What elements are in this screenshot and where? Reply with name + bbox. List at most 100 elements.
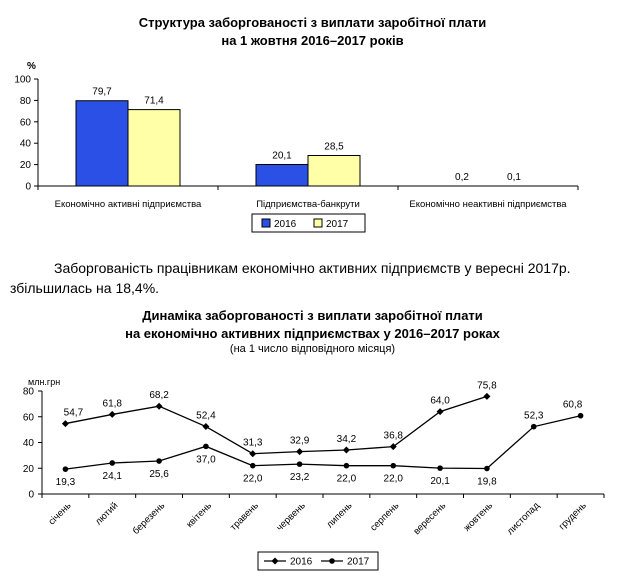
line-category-label: вересень (411, 500, 448, 537)
bar-data-label: 71,4 (144, 96, 164, 107)
line-category-label: березень (131, 500, 168, 537)
line-y-tick-label: 80 (23, 387, 35, 398)
line-legend-marker (271, 557, 279, 565)
bar-category-label: Економічно неактивні підприємства (409, 199, 567, 210)
line-point-2016 (249, 450, 257, 458)
line-data-label: 37,0 (196, 454, 216, 465)
line-y-tick-label: 40 (23, 438, 35, 449)
line-data-label: 23,2 (290, 472, 310, 483)
chart2-title-line2: на економічно активних підприємствах у 2… (125, 326, 500, 341)
line-point-2017 (203, 443, 209, 450)
line-point-2017 (343, 462, 350, 469)
line-point-2016 (389, 443, 397, 451)
line-category-label: липень (324, 500, 354, 530)
line-category-label: квітень (184, 500, 214, 530)
bar-2016-0 (75, 100, 129, 187)
line-point-2016 (483, 392, 491, 400)
line-data-label: 20,1 (430, 476, 450, 487)
line-point-2016 (436, 408, 444, 416)
line-point-2016 (108, 410, 116, 418)
bar-y-tick-label: 60 (20, 117, 32, 128)
bar-data-label: 0,1 (507, 172, 521, 183)
chart1-title-line2: на 1 жовтня 2016–2017 років (221, 33, 404, 48)
chart1-title-line1: Структура заборгованості з виплати зароб… (138, 15, 487, 30)
line-category-label: лютий (93, 500, 120, 527)
line-legend-box (257, 551, 379, 571)
line-y-tick-label: 20 (23, 464, 35, 475)
bar-data-label: 28,5 (324, 142, 344, 153)
line-data-label: 52,4 (196, 411, 216, 422)
line-point-2017 (437, 465, 443, 471)
bar-y-tick-label: 20 (20, 160, 32, 171)
line-data-label: 61,8 (103, 398, 123, 409)
line-data-label: 54,7 (64, 408, 84, 419)
bar-y-tick-label: 0 (25, 182, 31, 193)
line-category-label: травень (228, 500, 261, 533)
line-legend-label: 2016 (290, 557, 313, 568)
bar-y-axis-label: % (27, 61, 36, 72)
line-data-label: 22,0 (384, 474, 404, 485)
line-legend-marker (329, 558, 335, 564)
line-point-2017 (530, 423, 537, 430)
chart2-subtitle: (на 1 число відповідного місяця) (229, 343, 396, 355)
line-point-2016 (61, 420, 69, 428)
line-point-2017 (390, 462, 397, 469)
line-y-axis-label: млн.грн (28, 377, 60, 387)
line-y-tick-label: 60 (23, 412, 35, 423)
line-data-label: 64,0 (430, 396, 450, 407)
line-series-2017 (65, 415, 581, 470)
bar-category-label: Підприємства-банкрути (256, 199, 360, 210)
line-data-label: 19,8 (477, 477, 497, 488)
line-data-label: 60,8 (563, 400, 583, 411)
bar-legend-swatch (313, 218, 323, 228)
line-data-label: 52,3 (524, 411, 544, 422)
bar-legend-box (251, 213, 366, 233)
line-y-tick-label: 0 (28, 490, 34, 501)
bar-chart: 0 20 40 60 80 100% 79,7 71,4 Економічно активні … (14, 61, 579, 233)
bar-y-tick-label: 100 (14, 75, 31, 86)
line-category-label: жовтень (462, 500, 495, 533)
line-legend: 2016 2017 (257, 551, 379, 571)
line-data-label: 75,8 (477, 380, 497, 391)
bar-y-tick-label: 80 (20, 96, 32, 107)
line-category-label: листопад (505, 500, 542, 537)
line-data-label: 34,2 (337, 434, 357, 445)
bar-2016-1 (255, 163, 309, 187)
line-point-2017 (109, 460, 116, 466)
line-data-label: 22,0 (243, 474, 263, 485)
bar-data-label: 0,2 (455, 172, 469, 183)
line-data-label: 32,9 (290, 436, 310, 447)
line-category-label: червень (275, 500, 308, 533)
line-point-2017 (484, 465, 490, 472)
line-series-2016 (65, 395, 488, 455)
line-point-2017 (156, 458, 162, 464)
line-point-2016 (202, 423, 210, 431)
line-data-label: 24,1 (103, 471, 123, 482)
summary-paragraph: Заборгованість працівникам економічно ак… (10, 260, 571, 296)
bar-2017-1 (307, 155, 361, 187)
line-data-label: 68,2 (149, 390, 169, 401)
line-category-label: січень (46, 500, 73, 527)
bar-legend: 2016 2017 (251, 213, 366, 233)
line-category-label: серпень (368, 500, 401, 533)
line-point-2016 (342, 446, 350, 454)
line-point-2017 (249, 462, 256, 469)
bar-legend-label: 2017 (326, 219, 349, 230)
line-point-2016 (155, 402, 163, 410)
line-data-label: 25,6 (149, 469, 169, 480)
line-data-label: 36,8 (384, 431, 404, 442)
line-category-label: грудень (557, 500, 589, 532)
bar-legend-swatch (261, 218, 271, 228)
chart2-title-line1: Динаміка заборгованості з виплати заробі… (142, 308, 483, 323)
bar-data-label: 79,7 (92, 87, 112, 98)
line-point-2017 (296, 461, 303, 467)
line-data-label: 22,0 (337, 474, 357, 485)
line-point-2016 (296, 448, 304, 456)
bar-data-label: 20,1 (272, 150, 292, 161)
line-data-label: 31,3 (243, 438, 263, 449)
bar-y-tick-label: 40 (20, 139, 32, 150)
line-legend-label: 2017 (347, 557, 370, 568)
line-data-label: 19,3 (56, 477, 76, 488)
bar-category-label: Економічно активні підприємства (55, 199, 202, 210)
